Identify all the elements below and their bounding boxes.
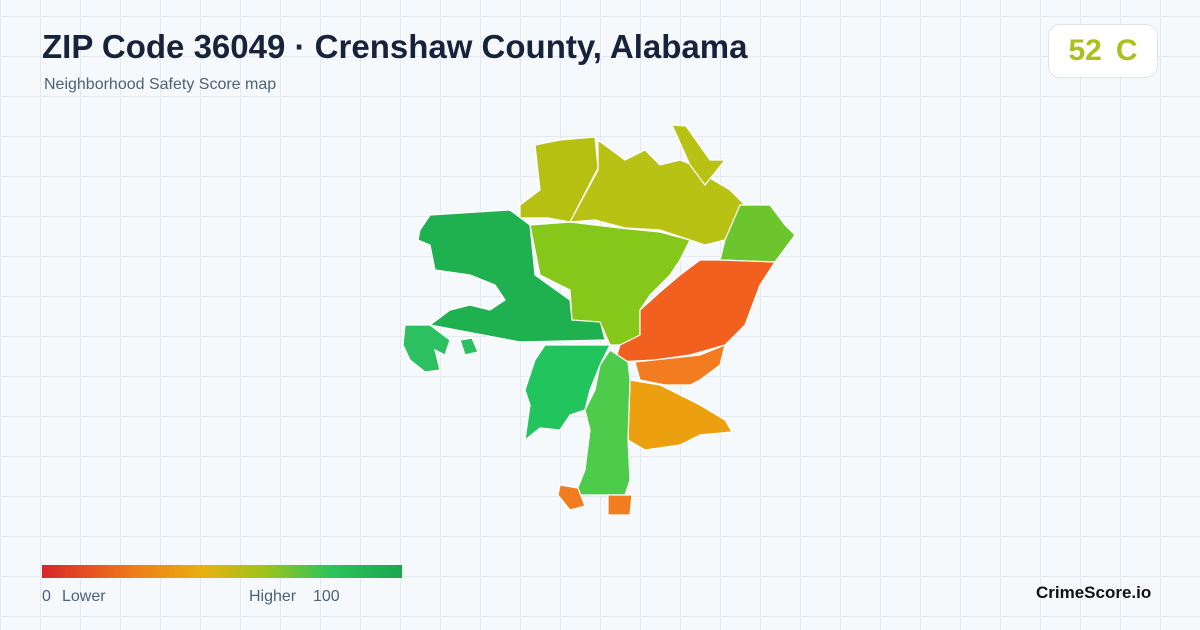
title: ZIP Code 36049 · Crenshaw County, Alabam…	[42, 28, 748, 65]
brand: CrimeScore.io	[1036, 583, 1152, 602]
legend-gradient	[42, 565, 402, 578]
region	[524, 344, 611, 442]
region	[719, 204, 796, 263]
subtitle: Neighborhood Safety Score map	[44, 76, 277, 93]
legend-max-label: Higher	[249, 588, 297, 605]
region	[671, 124, 727, 186]
region	[607, 494, 633, 516]
score-grade: C	[1115, 34, 1138, 67]
region	[459, 337, 479, 356]
score-value: 52	[1068, 34, 1102, 67]
region	[627, 379, 733, 451]
region	[519, 136, 599, 223]
region	[557, 484, 586, 511]
score-badge: 52 C	[1048, 24, 1158, 78]
legend-min: 0	[42, 588, 51, 605]
region	[634, 344, 726, 386]
legend-max: 100	[313, 588, 340, 605]
region	[402, 324, 451, 373]
legend-min-label: Lower	[62, 588, 106, 605]
